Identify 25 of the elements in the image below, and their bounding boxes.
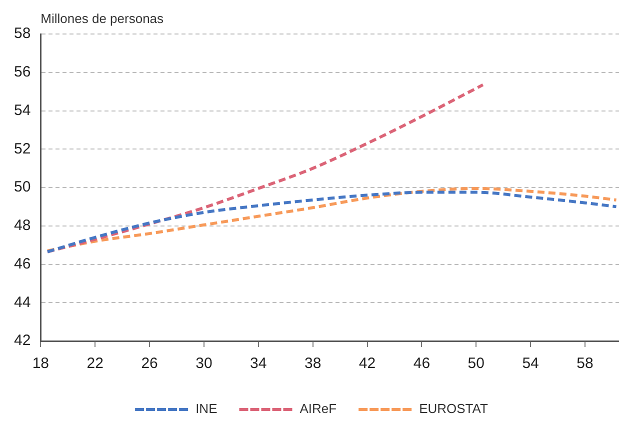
x-tick-label: 54: [522, 355, 539, 372]
x-tick-label: 30: [196, 355, 212, 372]
x-tick-label: 38: [304, 355, 322, 372]
y-tick-label: 42: [14, 332, 31, 350]
y-axis-title: Millones de personas: [40, 11, 164, 26]
legend-label: AIReF: [300, 401, 337, 416]
legend-label: INE: [196, 401, 218, 416]
x-tick-label: 58: [576, 355, 594, 372]
x-tick-label: 50: [468, 355, 484, 372]
y-tick-label: 58: [14, 25, 31, 42]
y-tick-label: 48: [14, 217, 31, 234]
legend-label: EUROSTAT: [419, 401, 488, 416]
y-tick-label: 50: [14, 178, 31, 196]
y-tick-label: 44: [14, 294, 31, 311]
x-tick-label: 46: [413, 355, 430, 372]
x-tick-label: 26: [141, 355, 158, 372]
x-tick-label: 42: [358, 355, 376, 372]
x-tick-label: 34: [250, 355, 267, 372]
x-tick-label: 22: [86, 355, 104, 372]
y-tick-label: 52: [14, 140, 31, 158]
line-series: [46, 83, 484, 254]
y-tick-label: 46: [14, 255, 31, 272]
x-tick-label: 18: [32, 355, 50, 372]
y-tick-label: 56: [14, 64, 31, 81]
y-tick-label: 54: [14, 102, 31, 119]
